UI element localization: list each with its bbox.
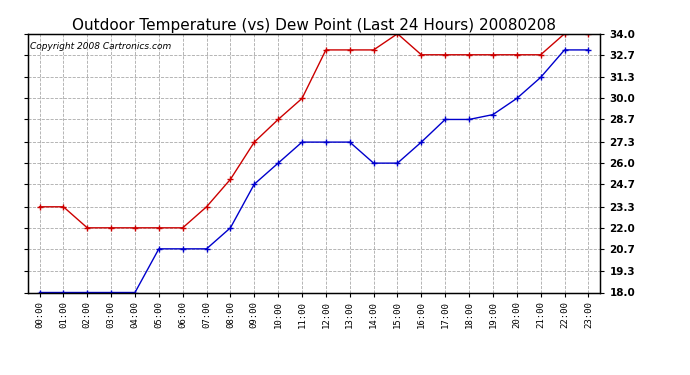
Text: Copyright 2008 Cartronics.com: Copyright 2008 Cartronics.com <box>30 42 172 51</box>
Title: Outdoor Temperature (vs) Dew Point (Last 24 Hours) 20080208: Outdoor Temperature (vs) Dew Point (Last… <box>72 18 556 33</box>
